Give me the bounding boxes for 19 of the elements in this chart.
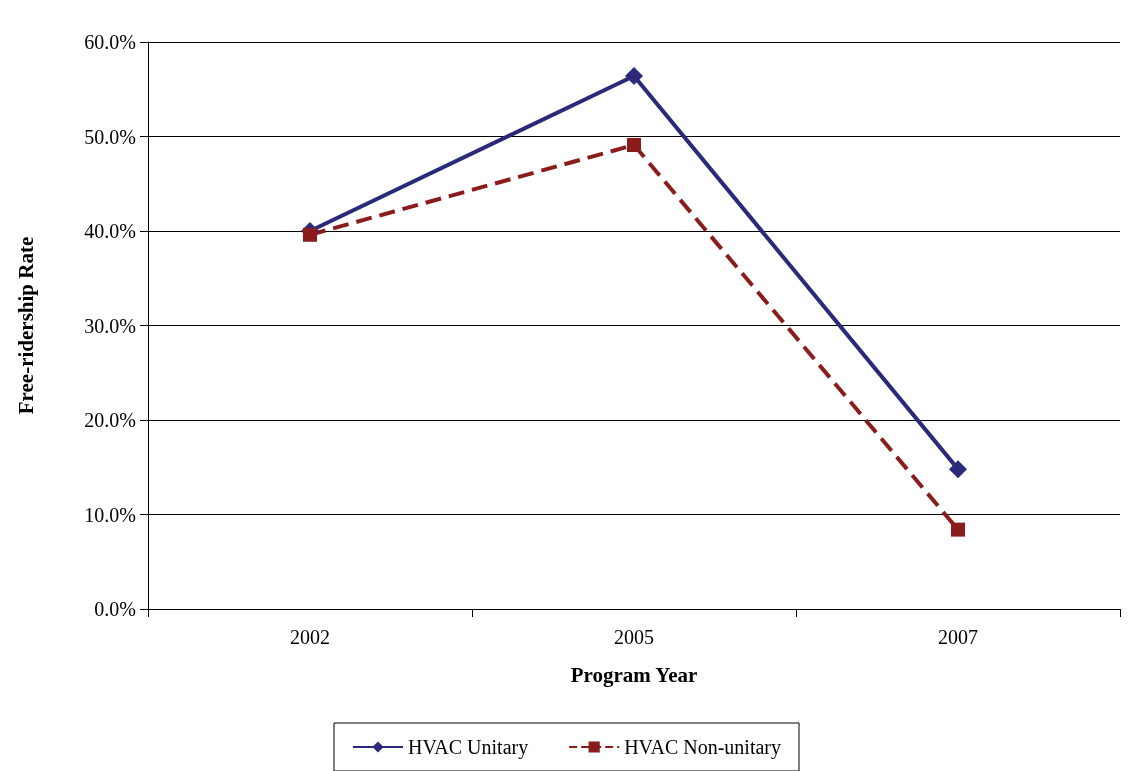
x-tick-label: 2005: [614, 626, 654, 648]
y-tick-label: 10.0%: [84, 503, 136, 526]
y-tick-label: 60.0%: [84, 31, 136, 53]
y-tick-label: 50.0%: [84, 125, 136, 148]
y-tick-label: 20.0%: [84, 409, 136, 431]
y-tick-label: 0.0%: [94, 598, 136, 620]
point: [303, 227, 317, 242]
point: [951, 522, 965, 537]
point: [949, 460, 967, 479]
point: [625, 67, 643, 86]
x-axis-title: Program Year: [570, 662, 698, 687]
y-axis-title: Free-ridership Rate: [13, 236, 38, 415]
legend-label: HVAC Non-unitary: [624, 736, 782, 759]
point: [627, 138, 641, 153]
y-tick-label: 30.0%: [84, 314, 136, 337]
x-tick-label: 2002: [290, 626, 330, 648]
legend-label: HVAC Unitary: [407, 736, 529, 759]
y-tick-label: 40.0%: [84, 220, 136, 242]
x-tick-label: 2007: [938, 626, 978, 648]
